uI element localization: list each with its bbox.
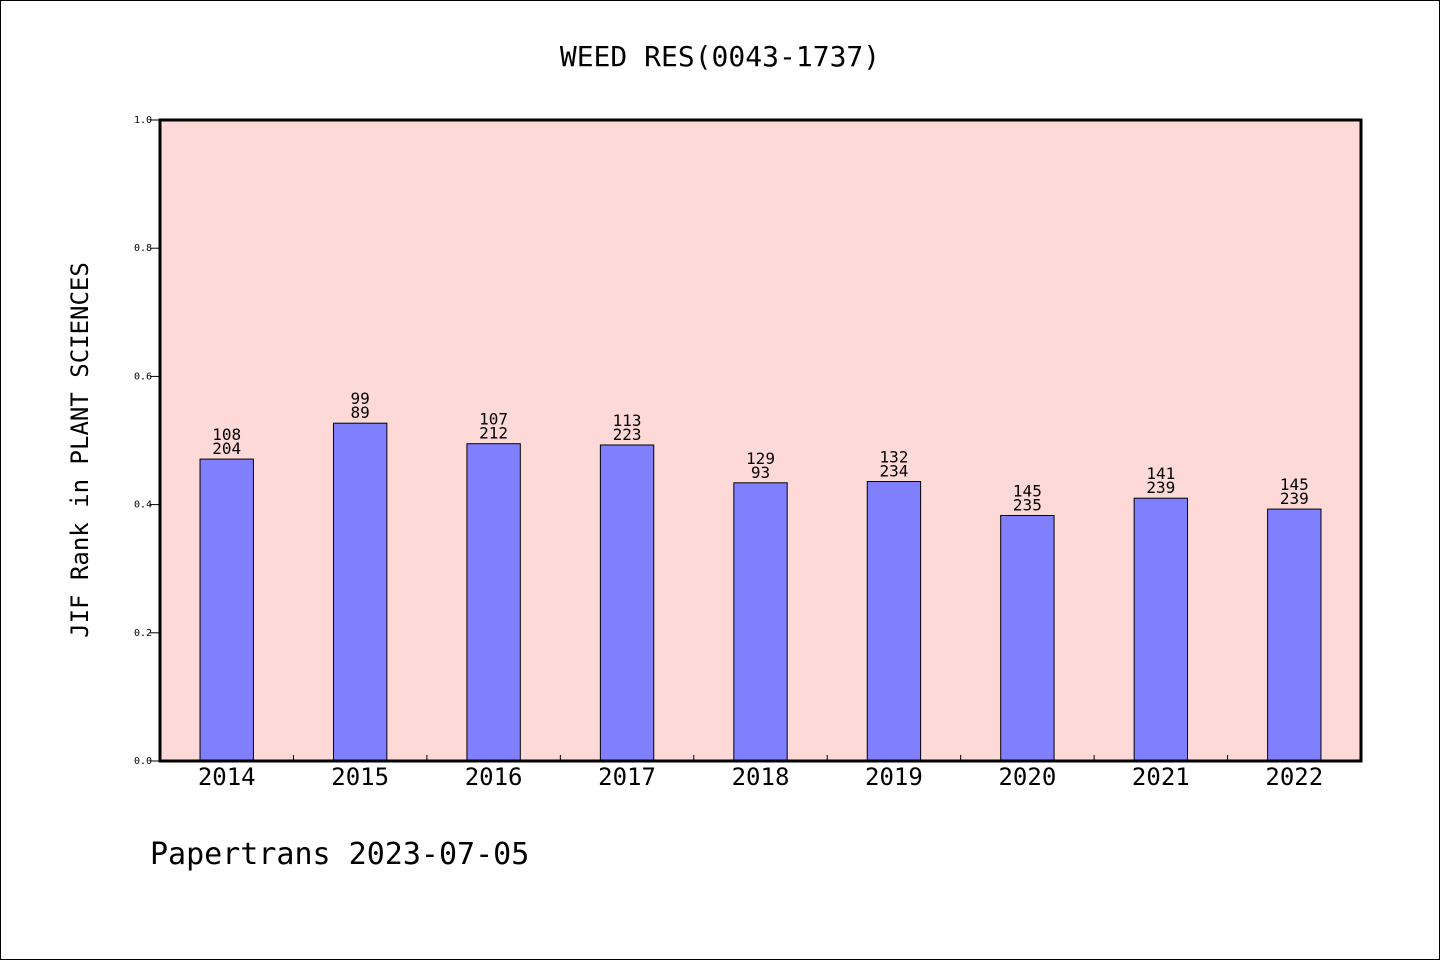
bar-total-label: 212 — [479, 424, 508, 443]
bar — [466, 443, 521, 762]
bar-rank-label: 99 — [351, 389, 370, 408]
bar-total-label: 234 — [879, 462, 908, 481]
bar-total-label: 239 — [1146, 478, 1175, 497]
x-tick-label: 2016 — [465, 763, 523, 791]
bar-total-label: 89 — [351, 403, 370, 422]
bar — [1133, 497, 1189, 762]
bar-rank-label: 113 — [613, 411, 642, 430]
bar-total-label: 235 — [1013, 495, 1042, 514]
bar-rank-label: 129 — [746, 449, 775, 468]
bar-total-label: 239 — [1280, 489, 1309, 508]
bar-rank-label: 145 — [1280, 475, 1309, 494]
footer-credit: Papertrans 2023-07-05 — [150, 837, 529, 872]
y-tick-label: 0.4 — [134, 500, 152, 511]
bar — [1267, 508, 1322, 762]
x-tick-label: 2018 — [732, 763, 790, 791]
y-tick-label: 0.6 — [134, 371, 152, 382]
bar — [599, 444, 655, 762]
bar — [1000, 514, 1055, 762]
bar-rank-label: 107 — [479, 410, 508, 429]
x-tick-label: 2020 — [998, 763, 1056, 791]
bars — [199, 422, 1322, 762]
bar — [332, 422, 388, 762]
bar-rank-label: 145 — [1013, 481, 1042, 500]
x-axis: 2014 2015 2016 2017 2018 2019 2020 2021 2022 — [198, 755, 1323, 791]
bar-total-label: 93 — [751, 463, 770, 482]
bar-rank-label: 108 — [212, 425, 241, 444]
bar — [733, 482, 788, 762]
x-tick-label: 2014 — [198, 763, 256, 791]
chart-title: WEED RES(0043-1737) — [560, 40, 880, 73]
x-tick-label: 2022 — [1265, 763, 1323, 791]
y-tick-label: 0.2 — [134, 628, 152, 639]
bar-rank-label: 132 — [879, 448, 908, 467]
bar-total-label: 204 — [212, 439, 241, 458]
bar — [199, 458, 254, 762]
x-tick-label: 2019 — [865, 763, 923, 791]
y-axis: 0.0 0.2 0.4 0.6 0.8 1.0 — [134, 115, 160, 767]
x-tick-label: 2015 — [331, 763, 389, 791]
x-tick-label: 2017 — [598, 763, 656, 791]
bar-total-label: 223 — [613, 425, 642, 444]
x-tick-label: 2021 — [1132, 763, 1190, 791]
y-tick-label: 0.0 — [134, 756, 152, 767]
y-tick-label: 0.8 — [134, 243, 152, 254]
y-axis-label: JIF Rank in PLANT SCIENCES — [66, 262, 94, 638]
bar — [866, 481, 922, 762]
y-tick-label: 1.0 — [134, 115, 152, 126]
plot-border — [158, 118, 1363, 763]
bar-rank-label: 141 — [1146, 464, 1175, 483]
